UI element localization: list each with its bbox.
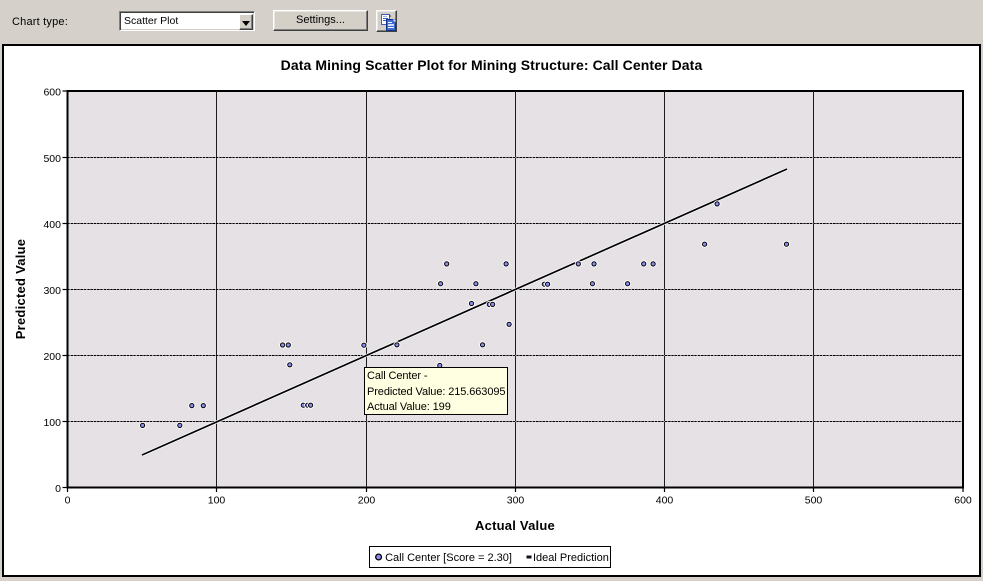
- svg-text:0: 0: [55, 483, 61, 495]
- svg-text:Ideal Prediction: Ideal Prediction: [533, 552, 609, 564]
- svg-text:300: 300: [43, 285, 61, 297]
- svg-text:600: 600: [43, 86, 61, 98]
- svg-text:600: 600: [954, 495, 972, 507]
- svg-text:100: 100: [208, 495, 226, 507]
- svg-text:300: 300: [507, 495, 525, 507]
- svg-text:Predicted Value: Predicted Value: [13, 239, 28, 340]
- svg-text:400: 400: [43, 219, 61, 231]
- svg-text:Actual Value: Actual Value: [475, 518, 555, 533]
- svg-text:500: 500: [805, 495, 823, 507]
- svg-text:500: 500: [43, 153, 61, 165]
- svg-text:400: 400: [656, 495, 674, 507]
- svg-text:0: 0: [65, 495, 71, 507]
- svg-text:200: 200: [358, 495, 376, 507]
- svg-text:Call Center [Score = 2.30]: Call Center [Score = 2.30]: [385, 552, 512, 564]
- svg-text:200: 200: [43, 351, 61, 363]
- svg-text:100: 100: [43, 417, 61, 429]
